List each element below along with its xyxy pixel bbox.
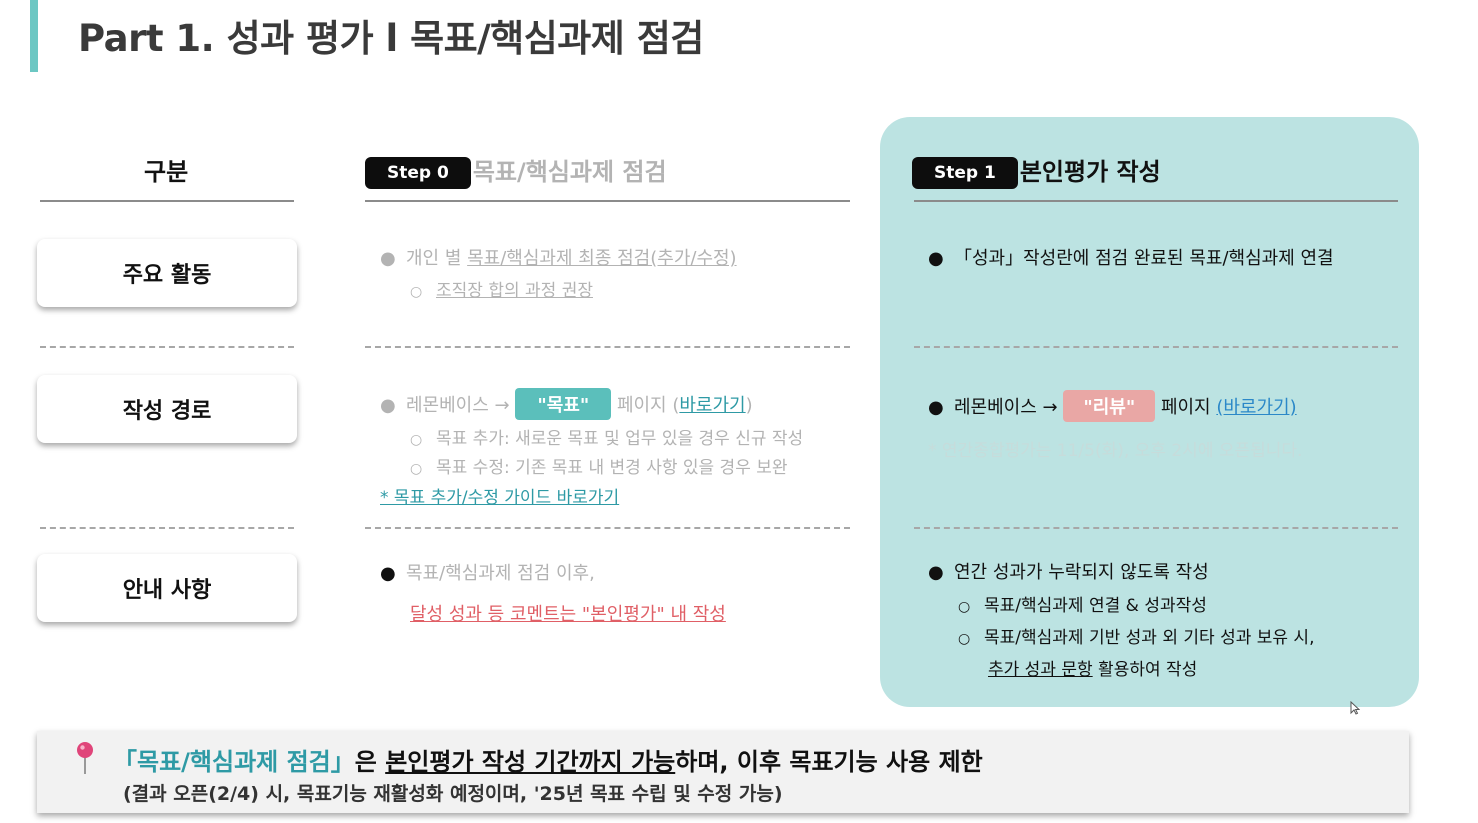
- mouse-cursor-icon: [1350, 701, 1360, 715]
- page-title: Part 1. 성과 평가 l 목표/핵심과제 점검: [78, 17, 704, 60]
- step1-notice-subitem-extra-cont: 추가 성과 문항 활용하여 작성: [988, 660, 1198, 680]
- step1-title: 본인평가 작성: [1019, 158, 1161, 186]
- step0-activities-subitem: ○ 조직장 합의 과정 권장: [410, 281, 593, 301]
- step0-header: Step 0 목표/핵심과제 점검: [365, 152, 667, 189]
- title-accent-bar: [30, 0, 38, 72]
- row-divider: [40, 527, 294, 529]
- step0-header-rule: [365, 200, 850, 202]
- pushpin-icon: [77, 742, 93, 774]
- banner-main-text: 「목표/핵심과제 점검」은 본인평가 작성 기간까지 가능하며, 이후 목표기능…: [113, 748, 983, 776]
- category-header: 구분: [144, 158, 189, 186]
- step1-notice-subitem-extra: ○ 목표/핵심과제 기반 성과 외 기타 성과 보유 시,: [958, 628, 1315, 648]
- step1-activities-item: ● 「성과」작성란에 점검 완료된 목표/핵심과제 연결: [928, 248, 1334, 269]
- step1-path-item: ● 레몬베이스 → "리뷰" 페이지 (바로가기): [928, 390, 1297, 422]
- step1-header-rule: [914, 200, 1398, 202]
- step0-activities-item: ● 개인 별 목표/핵심과제 최종 점검(추가/수정): [380, 248, 737, 269]
- review-chip: "리뷰": [1063, 390, 1156, 422]
- step0-path-subitem-edit: ○ 목표 수정: 기존 목표 내 변경 사항 있을 경우 보완: [410, 458, 788, 478]
- goal-chip: "목표": [515, 388, 612, 420]
- row-divider: [365, 527, 850, 529]
- step1-notice-subitem-link: ○ 목표/핵심과제 연결 & 성과작성: [958, 596, 1207, 616]
- notice-banner: 「목표/핵심과제 점검」은 본인평가 작성 기간까지 가능하며, 이후 목표기능…: [37, 731, 1409, 813]
- step1-open-note: * 연간종합평가는 11/5(화), 오후 2시에 오픈됩니다.: [928, 441, 1303, 461]
- banner-sub-text: (결과 오픈(2/4) 시, 목표기능 재활성화 예정이며, '25년 목표 수…: [123, 783, 783, 805]
- step1-badge: Step 1: [912, 157, 1018, 189]
- step0-title: 목표/핵심과제 점검: [472, 158, 667, 186]
- row-label-path: 작성 경로: [37, 375, 297, 443]
- step0-notice-emphasis: 달성 성과 등 코멘트는 "본인평가" 내 작성: [410, 604, 726, 625]
- step0-notice-item: ● 목표/핵심과제 점검 이후,: [380, 563, 595, 584]
- goal-page-shortcut-link[interactable]: 바로가기: [679, 395, 746, 416]
- row-label-notice: 안내 사항: [37, 554, 297, 622]
- row-divider: [40, 346, 294, 348]
- row-divider: [365, 346, 850, 348]
- goal-guide-link[interactable]: * 목표 추가/수정 가이드 바로가기: [380, 488, 620, 508]
- step1-header: Step 1 본인평가 작성: [912, 152, 1161, 189]
- step0-badge: Step 0: [365, 157, 471, 189]
- category-header-rule: [40, 200, 294, 202]
- step0-path-subitem-add: ○ 목표 추가: 새로운 목표 및 업무 있을 경우 신규 작성: [410, 429, 804, 449]
- step1-notice-item: ● 연간 성과가 누락되지 않도록 작성: [928, 562, 1209, 583]
- step0-path-item: ● 레몬베이스 → "목표" 페이지 (바로가기): [380, 388, 753, 420]
- row-label-activities: 주요 활동: [37, 239, 297, 307]
- row-divider: [914, 346, 1398, 348]
- row-divider: [914, 527, 1398, 529]
- review-page-shortcut-link[interactable]: (바로가기): [1216, 397, 1297, 418]
